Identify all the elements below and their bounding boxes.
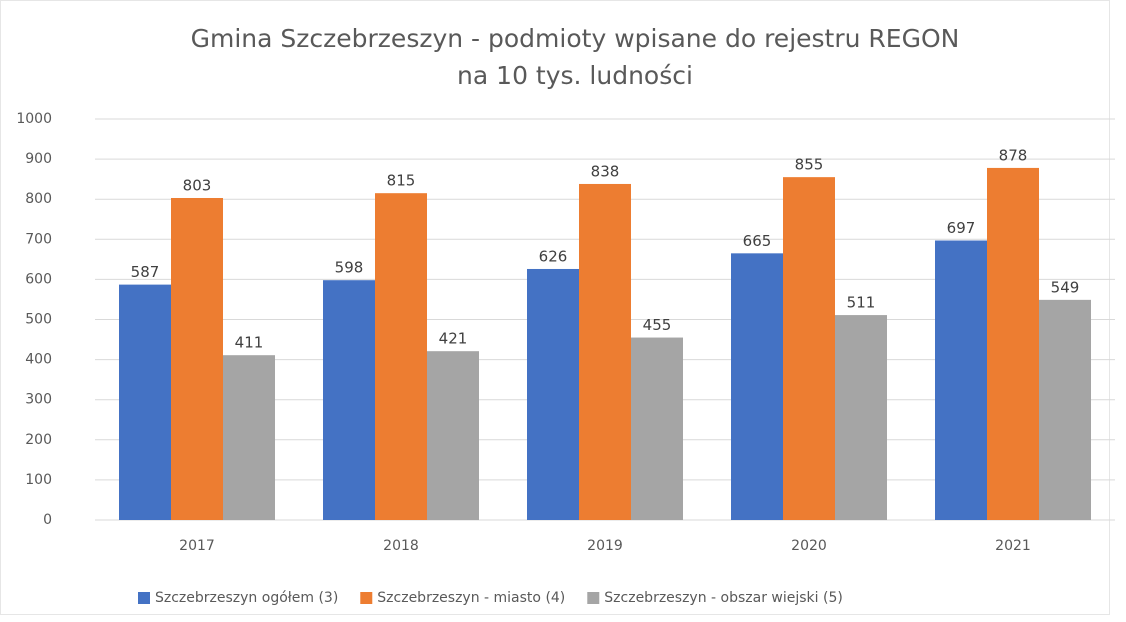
x-tick-label: 2019 bbox=[587, 538, 623, 554]
y-tick-label: 800 bbox=[25, 191, 52, 207]
data-label: 598 bbox=[335, 259, 364, 277]
bar bbox=[935, 240, 987, 521]
data-label: 878 bbox=[999, 146, 1028, 164]
data-label: 815 bbox=[387, 172, 416, 190]
x-tick-label: 2017 bbox=[179, 538, 215, 554]
legend-label: Szczebrzeszyn ogółem (3) bbox=[155, 590, 338, 606]
x-tick-label: 2018 bbox=[383, 538, 419, 554]
chart-title: Gmina Szczebrzeszyn - podmioty wpisane d… bbox=[191, 24, 960, 53]
bar bbox=[375, 193, 427, 520]
y-tick-label: 200 bbox=[25, 432, 52, 448]
bar bbox=[223, 355, 275, 520]
bar bbox=[835, 315, 887, 520]
bar bbox=[987, 167, 1039, 520]
bar bbox=[731, 253, 783, 520]
legend-label: Szczebrzeszyn - obszar wiejski (5) bbox=[604, 590, 843, 606]
data-label: 697 bbox=[947, 219, 976, 237]
data-label: 421 bbox=[439, 330, 468, 348]
bar bbox=[1039, 299, 1091, 520]
y-tick-label: 100 bbox=[25, 472, 52, 488]
y-tick-label: 500 bbox=[25, 312, 52, 328]
data-label: 665 bbox=[743, 232, 772, 250]
data-label: 838 bbox=[591, 162, 620, 180]
bar bbox=[783, 177, 835, 520]
data-label: 455 bbox=[643, 316, 672, 334]
y-tick-label: 600 bbox=[25, 271, 52, 287]
data-label: 855 bbox=[795, 156, 824, 174]
data-label: 411 bbox=[235, 334, 264, 352]
bar bbox=[527, 268, 579, 520]
data-label: 549 bbox=[1051, 278, 1080, 296]
y-tick-label: 300 bbox=[25, 392, 52, 408]
bar bbox=[579, 183, 631, 520]
legend-label: Szczebrzeszyn - miasto (4) bbox=[377, 590, 565, 606]
x-tick-label: 2020 bbox=[791, 538, 827, 554]
y-tick-label: 0 bbox=[43, 512, 52, 528]
data-label: 511 bbox=[847, 294, 876, 312]
bar bbox=[631, 337, 683, 520]
x-tick-label: 2021 bbox=[995, 538, 1031, 554]
y-tick-label: 700 bbox=[25, 231, 52, 247]
legend-swatch bbox=[138, 592, 150, 604]
data-label: 587 bbox=[131, 263, 160, 281]
legend-swatch bbox=[360, 592, 373, 604]
data-label: 626 bbox=[539, 247, 568, 265]
y-tick-label: 1000 bbox=[16, 111, 52, 127]
data-label: 803 bbox=[183, 176, 212, 194]
y-tick-label: 900 bbox=[25, 151, 52, 167]
bar bbox=[323, 280, 375, 520]
bar bbox=[171, 197, 223, 520]
chart-title: na 10 tys. ludności bbox=[457, 61, 693, 90]
bar bbox=[119, 284, 171, 520]
legend-swatch bbox=[587, 592, 600, 604]
y-tick-label: 400 bbox=[25, 352, 52, 368]
bar bbox=[427, 351, 479, 520]
